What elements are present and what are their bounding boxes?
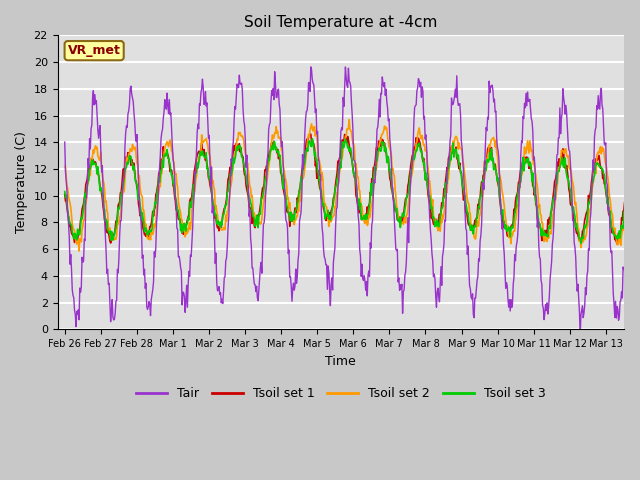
Legend: Tair, Tsoil set 1, Tsoil set 2, Tsoil set 3: Tair, Tsoil set 1, Tsoil set 2, Tsoil se… — [131, 383, 550, 406]
Y-axis label: Temperature (C): Temperature (C) — [15, 132, 28, 233]
X-axis label: Time: Time — [325, 355, 356, 368]
Text: VR_met: VR_met — [68, 44, 120, 57]
Title: Soil Temperature at -4cm: Soil Temperature at -4cm — [244, 15, 437, 30]
